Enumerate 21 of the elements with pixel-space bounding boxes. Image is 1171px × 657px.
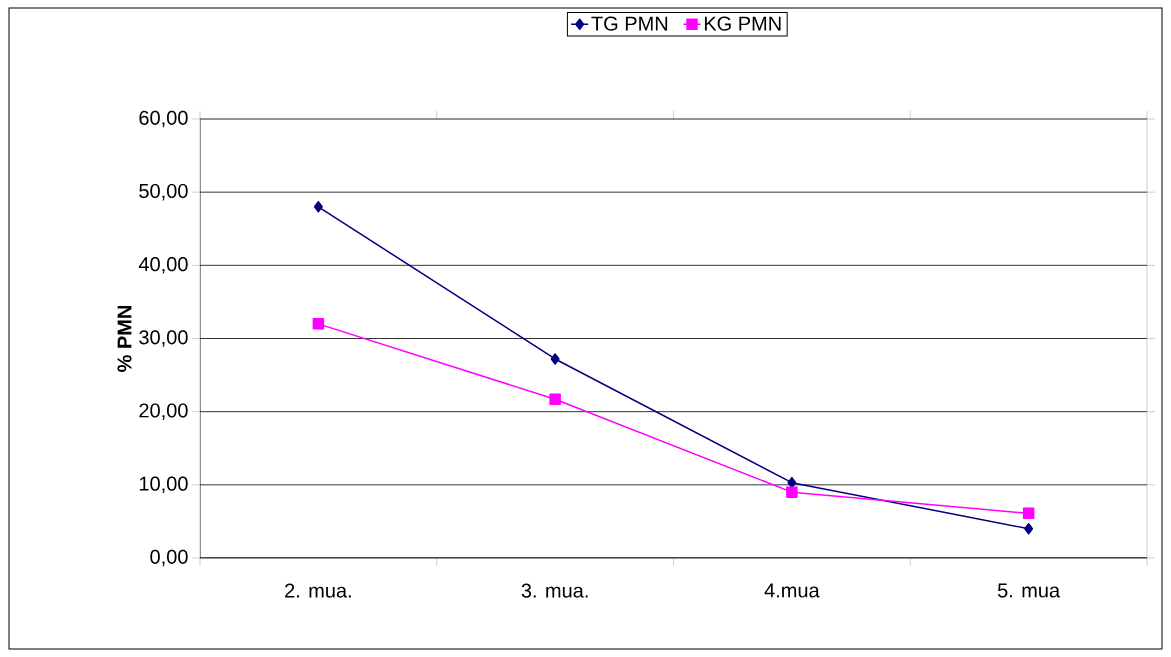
y-tick-label: 30,00	[139, 330, 188, 347]
x-tick-label: 3. mua.	[521, 583, 588, 598]
y-tick-label: 60,00	[139, 110, 188, 128]
point	[1022, 507, 1035, 520]
point	[313, 201, 323, 213]
y-tick-label: 10,00	[139, 476, 188, 494]
y-tick-label: 40,00	[138, 257, 188, 274]
point	[786, 486, 798, 498]
y-tick-label: 0,00	[150, 549, 188, 567]
x-tick-label: 2. mua.	[285, 583, 351, 598]
point	[549, 393, 561, 405]
legend-label: TG PMN	[591, 16, 668, 31]
y-tick-label: 50,00	[139, 183, 188, 201]
y-axis-title: % PMN	[117, 305, 132, 372]
x-tick-label: 5. mua	[997, 583, 1061, 598]
point	[1024, 522, 1034, 535]
legend-label: KG PMN	[704, 16, 781, 31]
point	[312, 318, 325, 330]
point	[550, 353, 560, 365]
x-tick-label: 4.mua	[764, 583, 820, 598]
y-tick-label: 20,00	[139, 403, 188, 420]
